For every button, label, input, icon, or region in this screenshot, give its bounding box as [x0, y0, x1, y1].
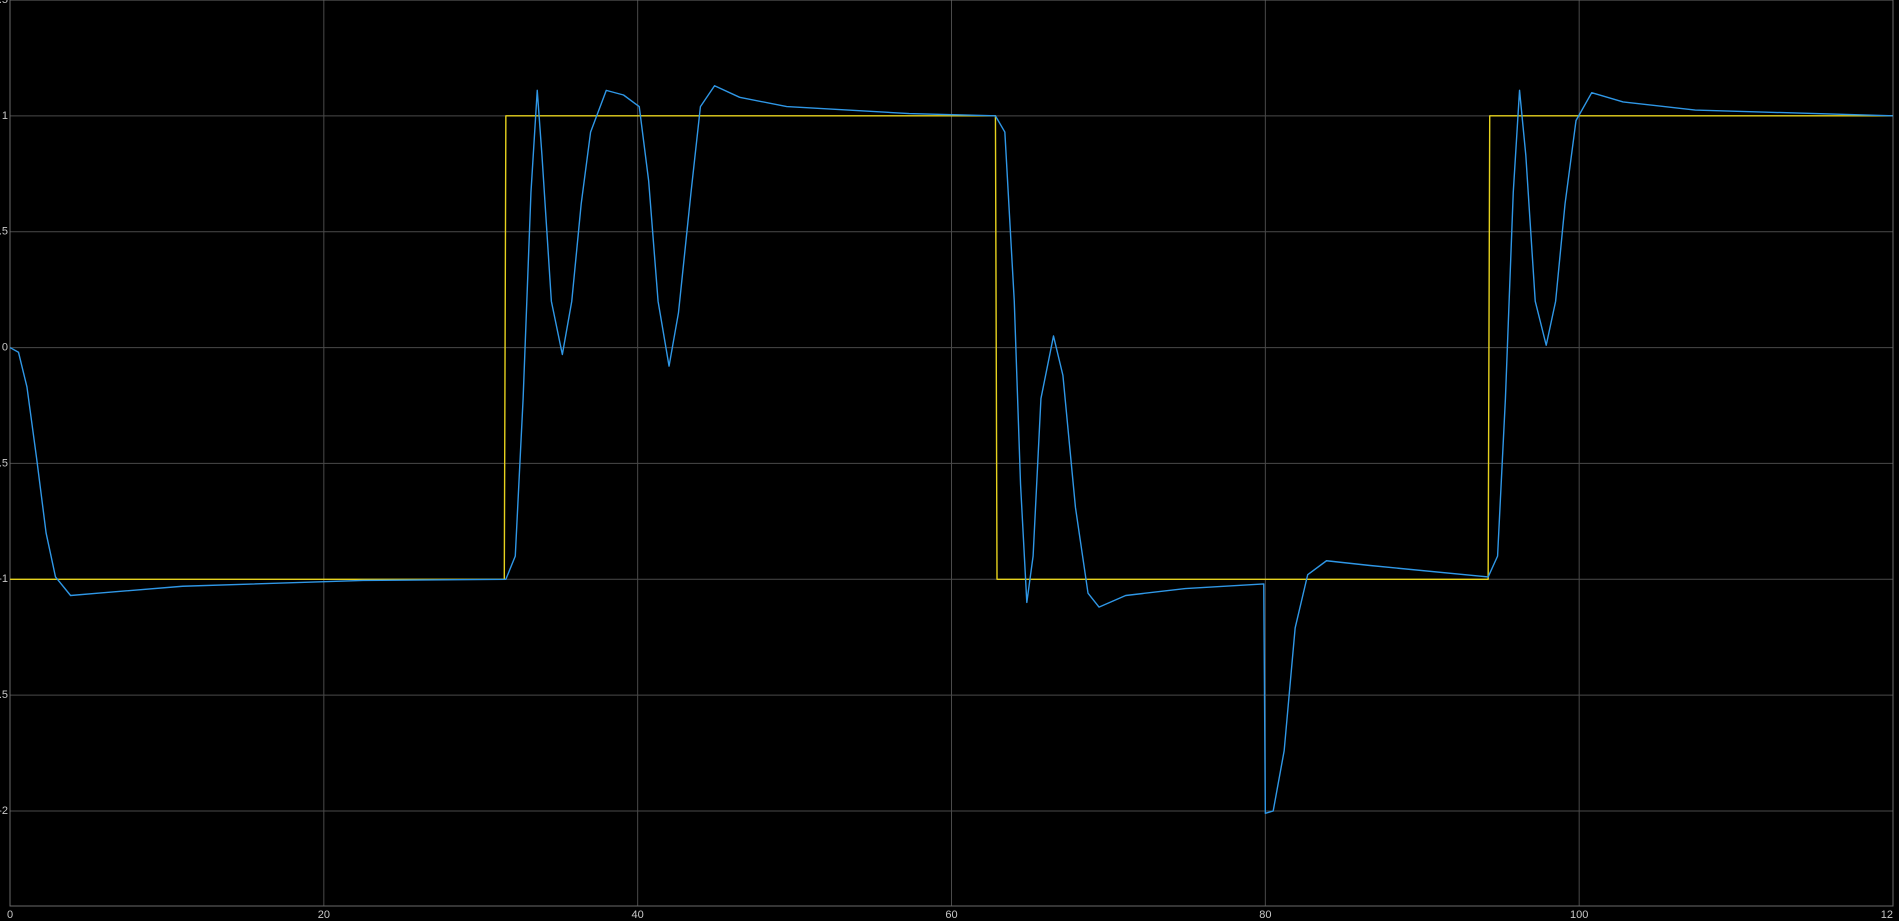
y-tick-label: 0	[2, 341, 8, 353]
x-tick-label: 20	[318, 909, 330, 921]
y-tick-label: -2	[0, 805, 8, 817]
x-tick-label: 12	[1881, 909, 1893, 921]
x-tick-label: 0	[7, 909, 13, 921]
x-tick-label: 40	[632, 909, 644, 921]
x-tick-label: 100	[1570, 909, 1588, 921]
y-tick-label: .5	[0, 689, 8, 701]
y-tick-label: .5	[0, 0, 8, 6]
signal-line	[9, 85, 1894, 815]
y-tick-label: .5	[0, 226, 8, 238]
y-tick-label: -1	[0, 573, 8, 585]
plot-frame	[9, 0, 1894, 907]
y-tick-label: .5	[0, 457, 8, 469]
y-tick-label: 1	[2, 110, 8, 122]
x-tick-label: 80	[1259, 909, 1271, 921]
x-tick-label: 60	[945, 909, 957, 921]
signal-line	[10, 115, 1893, 580]
